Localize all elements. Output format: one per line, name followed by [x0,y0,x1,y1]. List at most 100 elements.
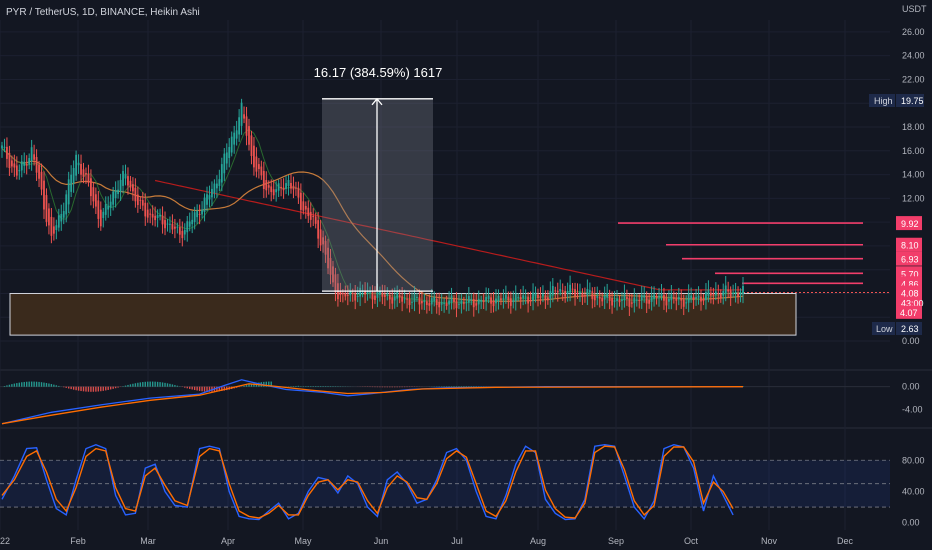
candle-body [433,296,436,302]
candle-body [262,170,265,190]
candle-body [87,173,90,183]
candle-body [668,298,670,302]
candle-body [529,300,532,302]
candle-body [482,300,485,303]
candle-body [467,296,470,303]
candle-body [626,297,628,299]
current-price-tag [896,285,922,310]
candle-body [638,299,641,301]
candle-body [665,297,668,306]
candle-body [512,300,515,303]
candle-body [371,291,374,300]
candle-body [450,295,453,303]
candle-body [15,165,18,176]
candle-body [154,215,157,221]
candle-body [40,171,43,190]
candle-body [124,173,127,179]
candle-body [346,294,349,296]
candle-body [653,294,655,299]
candle-body [270,186,273,193]
price-tick-label: 0.00 [902,336,920,346]
candle-body [18,170,21,172]
macd-panel [0,379,890,425]
currency-label: USDT [902,4,927,14]
candle-body [129,180,132,188]
candle-body [178,227,181,235]
time-tick-label: Mar [140,536,156,546]
chart-title: PYR / TetherUS, 1D, BINANCE, Heikin Ashi [6,7,200,18]
candle-body [672,297,675,299]
time-tick-label: Jul [451,536,463,546]
candle-body [309,211,312,220]
candle-body [220,164,223,183]
candle-body [502,298,505,300]
candle-body [57,215,60,228]
time-tick-label: May [294,536,312,546]
candle-body [675,298,678,301]
candle-body [692,296,695,301]
candle-body [20,161,23,171]
candle-body [324,240,327,255]
candle-body [453,299,455,303]
candle-body [114,189,117,199]
candle-body [443,302,446,304]
candle-body [554,290,557,292]
candle-body [354,293,357,301]
candle-body [418,297,421,305]
candle-body [151,214,154,218]
candle-body [643,295,646,298]
candle-body [396,291,399,299]
time-tick-label: Apr [221,536,235,546]
price-tick-label: 22.00 [902,74,925,84]
candle-body [539,296,542,298]
level-tag [896,237,922,252]
candle-body [633,297,636,304]
macd-tick-label: 0.00 [902,382,920,392]
candle-body [329,258,332,275]
candle-body [99,209,102,227]
candle-body [398,295,401,298]
level-tag [896,216,922,231]
candle-body [183,229,186,235]
candle-body [102,211,105,218]
candle-body [613,300,616,302]
candle-body [376,291,379,298]
candle-body [344,293,347,297]
candle-body [470,298,473,300]
candle-body [500,298,502,300]
candle-body [588,290,591,293]
candle-body [317,220,320,239]
candle-body [514,293,517,302]
current-price-value: 4.08 [901,289,919,299]
candle-body [97,200,100,219]
candle-body [608,295,611,301]
candle-body [265,180,268,191]
level-value: 6.93 [901,255,919,265]
candle-body [722,290,725,296]
candle-body [223,153,226,174]
candle-body [307,207,310,217]
candle-body [719,293,722,298]
low-value: 2.63 [901,324,919,334]
candle-body [690,295,693,299]
measure-tool [322,97,433,292]
measure-arrowhead [371,97,383,106]
candle-body [574,289,576,297]
candle-body [561,290,564,292]
candle-body [616,298,618,302]
candle-body [201,209,203,215]
candle-body [359,287,362,297]
price-tick-label: 26.00 [902,27,925,37]
candle-body [714,291,717,295]
candle-body [119,179,122,192]
candle-body [290,183,292,189]
candle-body [302,201,305,211]
candle-body [218,179,221,186]
candle-body [477,298,480,305]
candle-body [351,292,354,294]
level-value: 8.10 [901,241,919,251]
low-tag: Low [876,324,893,334]
candle-body [13,163,16,168]
measure-label: 16.17 (384.59%) 1617 [314,65,443,80]
